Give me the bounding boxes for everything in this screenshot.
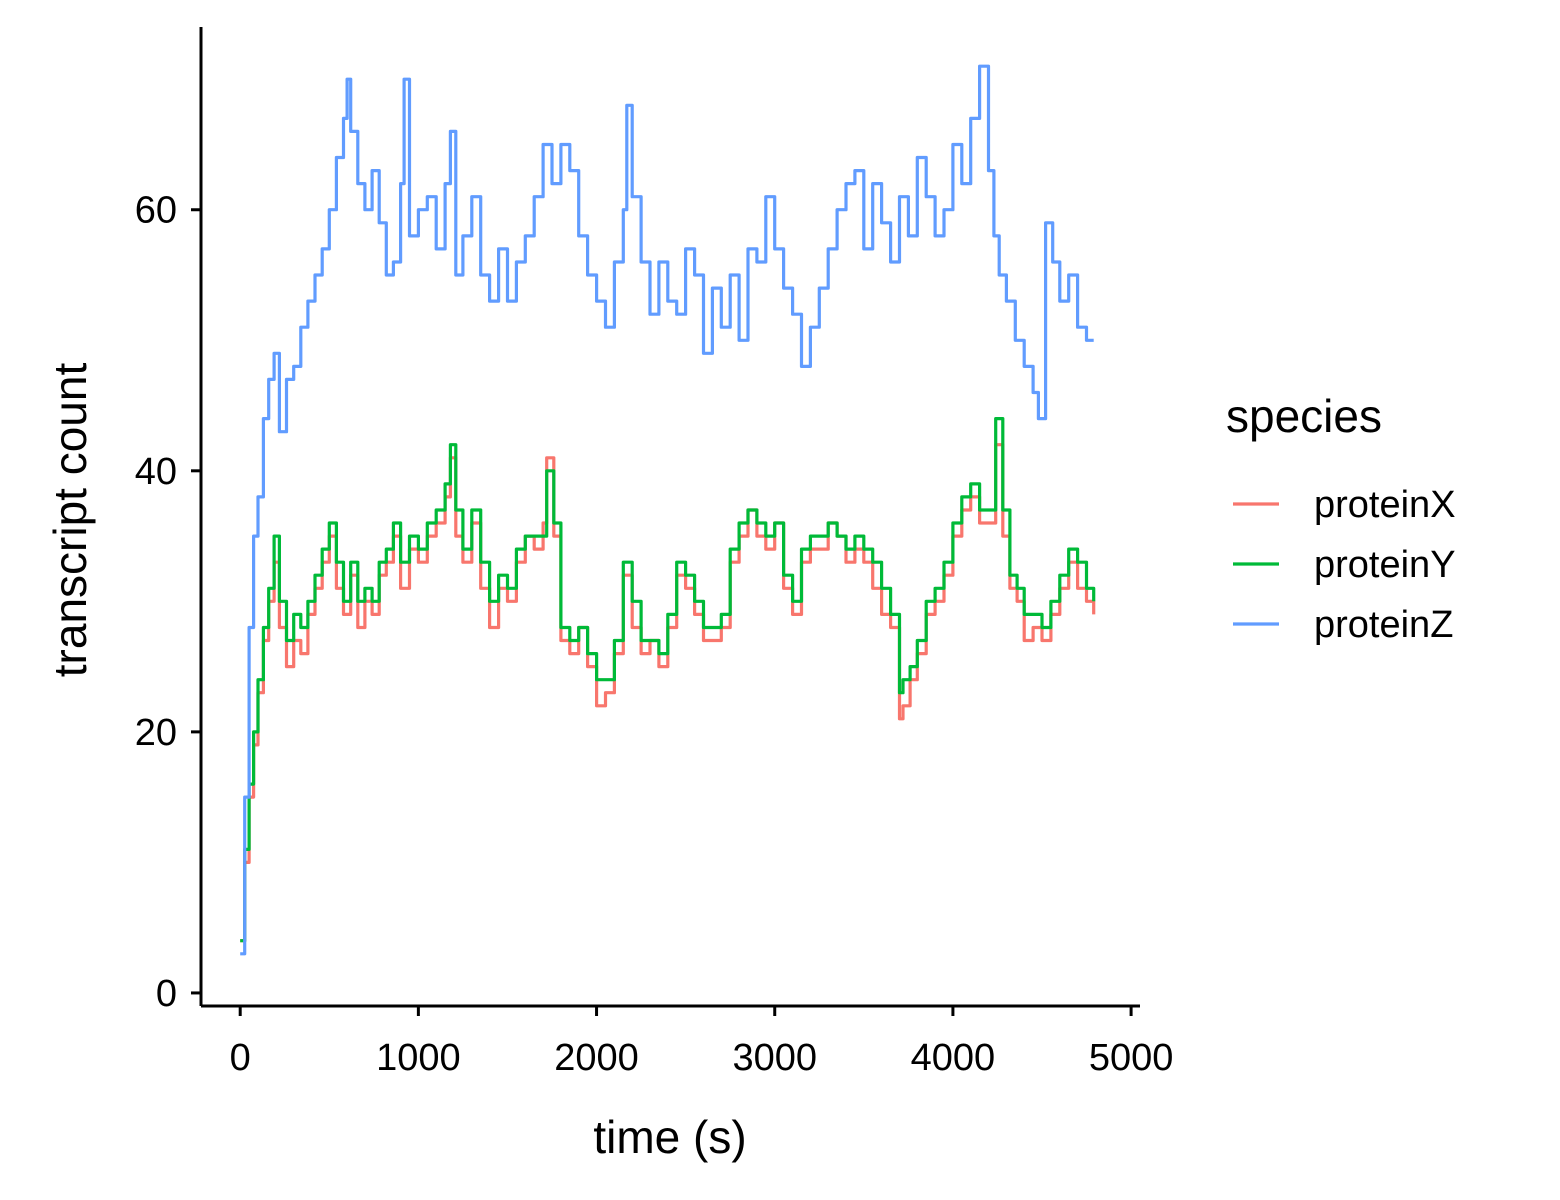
legend-title: species bbox=[1226, 390, 1382, 442]
y-tick-label: 40 bbox=[135, 451, 177, 493]
x-tick-label: 0 bbox=[230, 1037, 251, 1079]
series-line-proteinY bbox=[240, 417, 1096, 943]
y-tick-label: 20 bbox=[135, 712, 177, 754]
legend-entries: proteinX proteinY proteinZ bbox=[1233, 484, 1456, 646]
y-tick-label: 0 bbox=[156, 973, 177, 1015]
axes: 0 20 40 60 0 1000 2000 3000 4000 5000 time (s) t… bbox=[44, 27, 1173, 1163]
y-tick-label: 60 bbox=[135, 190, 177, 232]
legend-label-proteinZ: proteinZ bbox=[1314, 604, 1453, 646]
x-tick-label: 5000 bbox=[1089, 1037, 1174, 1079]
legend: species proteinX proteinY proteinZ bbox=[1226, 390, 1456, 646]
x-tick-label: 1000 bbox=[376, 1037, 461, 1079]
x-axis-title: time (s) bbox=[593, 1111, 746, 1163]
x-tick-label: 2000 bbox=[554, 1037, 639, 1079]
plot-area bbox=[240, 64, 1096, 956]
x-tick-label: 4000 bbox=[911, 1037, 996, 1079]
legend-label-proteinY: proteinY bbox=[1314, 544, 1456, 586]
y-ticks: 0 20 40 60 bbox=[135, 190, 201, 1015]
series-line-proteinZ bbox=[240, 64, 1094, 956]
series-line-proteinX bbox=[240, 443, 1096, 943]
y-axis-title: transcript count bbox=[44, 363, 96, 678]
legend-label-proteinX: proteinX bbox=[1314, 484, 1456, 526]
x-tick-label: 3000 bbox=[732, 1037, 817, 1079]
x-ticks: 0 1000 2000 3000 4000 5000 bbox=[230, 1006, 1174, 1079]
